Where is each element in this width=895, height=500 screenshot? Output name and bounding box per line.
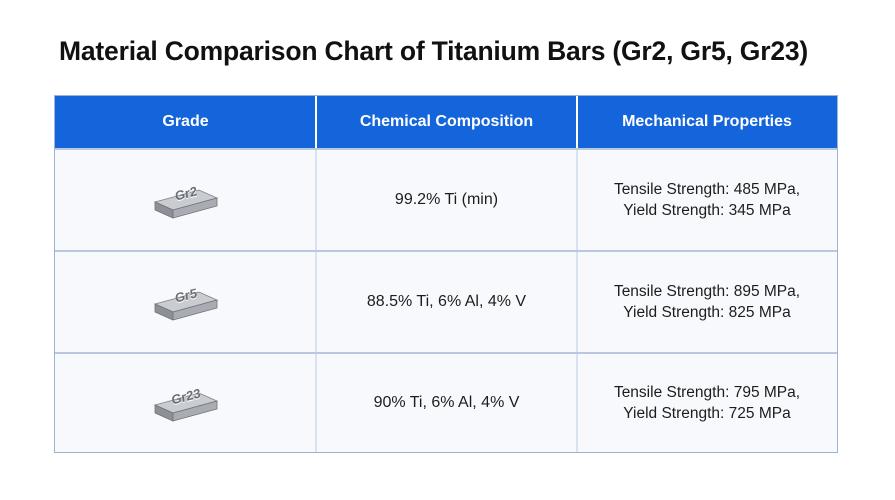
- header-chemical-composition: Chemical Composition: [359, 113, 534, 130]
- table-row: Gr23 90% Ti, 6% Al, 4% V Tensile Strengt…: [55, 354, 837, 452]
- tensile-strength: Tensile Strength: 795 MPa,: [613, 384, 801, 401]
- table-row: Gr2 99.2% Ti (min) Tensile Strength: 485…: [55, 150, 837, 250]
- column-divider: [315, 148, 317, 452]
- grade-cell: Gr2: [55, 150, 316, 250]
- properties-cell: Tensile Strength: 895 MPa, Yield Strengt…: [577, 252, 837, 352]
- composition-cell: 88.5% Ti, 6% Al, 4% V: [366, 293, 527, 310]
- titanium-bar-icon: Gr2: [151, 180, 221, 220]
- column-divider: [315, 96, 317, 148]
- tensile-strength: Tensile Strength: 895 MPa,: [613, 283, 801, 300]
- row-divider: [55, 250, 837, 252]
- grade-cell: Gr5: [55, 252, 316, 352]
- header-grade: Grade: [162, 113, 209, 130]
- page-title: Material Comparison Chart of Titanium Ba…: [59, 36, 809, 66]
- yield-strength: Yield Strength: 825 MPa: [623, 304, 791, 321]
- composition-cell: 99.2% Ti (min): [394, 191, 499, 208]
- composition-cell: 90% Ti, 6% Al, 4% V: [373, 394, 520, 411]
- header-mechanical-properties: Mechanical Properties: [622, 113, 792, 130]
- properties-cell: Tensile Strength: 485 MPa, Yield Strengt…: [577, 150, 837, 250]
- titanium-bar-icon: Gr23: [151, 383, 221, 423]
- column-divider: [576, 96, 578, 148]
- properties-cell: Tensile Strength: 795 MPa, Yield Strengt…: [577, 354, 837, 452]
- row-divider: [55, 352, 837, 354]
- table-header-row: Grade Chemical Composition Mechanical Pr…: [55, 96, 837, 148]
- yield-strength: Yield Strength: 725 MPa: [623, 405, 791, 422]
- row-divider: [55, 148, 837, 150]
- comparison-table: Grade Chemical Composition Mechanical Pr…: [54, 95, 838, 453]
- grade-cell: Gr23: [55, 354, 316, 452]
- column-divider: [576, 148, 578, 452]
- titanium-bar-icon: Gr5: [151, 282, 221, 322]
- tensile-strength: Tensile Strength: 485 MPa,: [613, 181, 801, 198]
- yield-strength: Yield Strength: 345 MPa: [623, 202, 791, 219]
- table-row: Gr5 88.5% Ti, 6% Al, 4% V Tensile Streng…: [55, 252, 837, 352]
